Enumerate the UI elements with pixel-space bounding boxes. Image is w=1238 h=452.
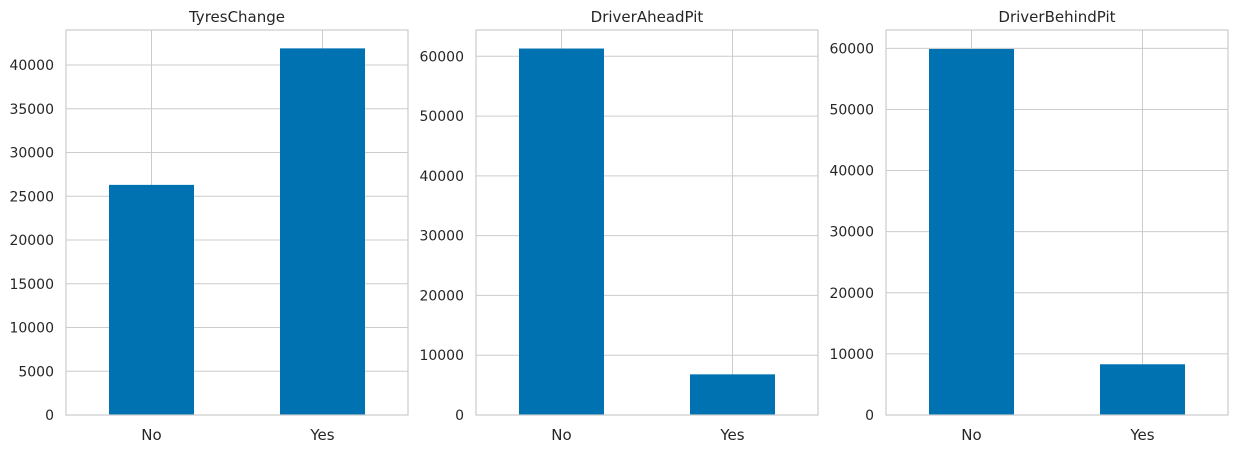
y-tick-label: 20000 [829, 286, 874, 302]
y-tick-label: 30000 [9, 146, 54, 162]
x-tick-label: Yes [719, 426, 744, 444]
y-tick-label: 50000 [419, 109, 464, 125]
x-tick-label: Yes [309, 426, 334, 444]
bar-yes [690, 374, 775, 415]
x-tick-label: No [961, 426, 981, 444]
y-tick-label: 5000 [18, 364, 54, 380]
y-tick-label: 40000 [829, 164, 874, 180]
chart-panel-2: 0 10000 20000 30000 40000 50000 60000 No Yes Driv… [419, 8, 819, 444]
y-tick-label: 0 [455, 408, 464, 424]
y-tick-label: 60000 [829, 41, 874, 57]
y-tick-label: 0 [45, 408, 54, 424]
y-tick-label: 10000 [9, 321, 54, 337]
y-tick-label: 30000 [829, 225, 874, 241]
x-tick-label: No [551, 426, 571, 444]
x-tick-label: Yes [1129, 426, 1154, 444]
x-tick-label: No [141, 426, 161, 444]
bar-no [109, 184, 194, 415]
chart-title: DriverAheadPit [591, 8, 704, 26]
bar-yes [280, 48, 365, 415]
bar-yes [1100, 364, 1185, 415]
y-tick-label: 30000 [419, 229, 464, 245]
y-tick-label: 0 [865, 408, 874, 424]
y-tick-label: 15000 [9, 277, 54, 293]
y-tick-label: 40000 [9, 58, 54, 74]
chart-title: DriverBehindPit [998, 8, 1115, 26]
y-tick-label: 20000 [9, 233, 54, 249]
chart-panel-3: 0 10000 20000 30000 40000 50000 60000 No Yes Driv… [829, 8, 1229, 444]
axes-frame [475, 29, 819, 416]
bar-no [929, 48, 1014, 415]
y-tick-label: 20000 [419, 288, 464, 304]
axes-frame [65, 29, 409, 416]
y-tick-label: 10000 [419, 348, 464, 364]
y-tick-label: 35000 [9, 102, 54, 118]
axes-frame [885, 29, 1229, 416]
y-tick-label: 40000 [419, 169, 464, 185]
bar-no [519, 48, 604, 416]
y-tick-label: 25000 [9, 189, 54, 205]
chart-title: TyresChange [188, 8, 285, 26]
y-tick-label: 10000 [829, 347, 874, 363]
y-tick-label: 50000 [829, 102, 874, 118]
y-tick-label: 60000 [419, 49, 464, 65]
chart-panel-1: 0 5000 10000 15000 20000 25000 30000 35000 40000… [9, 8, 409, 444]
